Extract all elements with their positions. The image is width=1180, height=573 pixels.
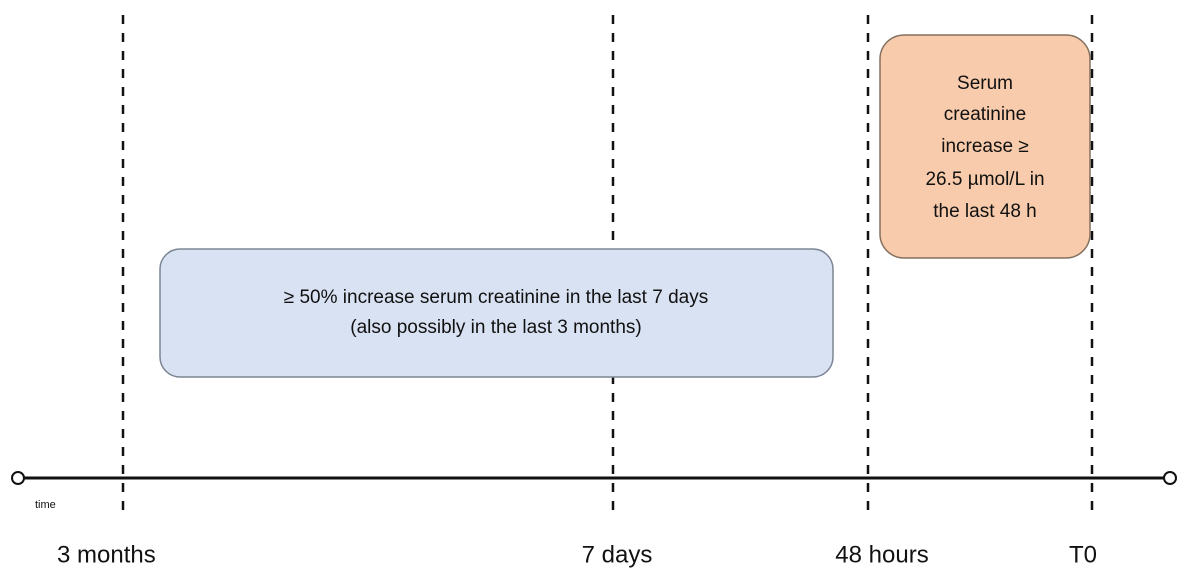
box-text: 26.5 µmol/L in [925,169,1044,190]
box-text: the last 48 h [933,201,1037,222]
time-point-label: 3 months [57,541,156,568]
box-text: ≥ 50% increase serum creatinine in the l… [284,287,708,308]
time-point-label: T0 [1069,541,1097,568]
time-point-label: 48 hours [835,541,928,568]
box-text: increase ≥ [941,136,1029,157]
time-point-label: 7 days [582,541,653,568]
axis-label: time [35,499,56,511]
box-text: creatinine [944,104,1026,125]
blue-box [159,248,834,378]
box-text: Serum [957,73,1013,94]
timeline-start [11,471,25,485]
box-text: (also possibly in the last 3 months) [350,317,641,338]
timeline-end [1163,471,1177,485]
orange-box [879,34,1091,259]
